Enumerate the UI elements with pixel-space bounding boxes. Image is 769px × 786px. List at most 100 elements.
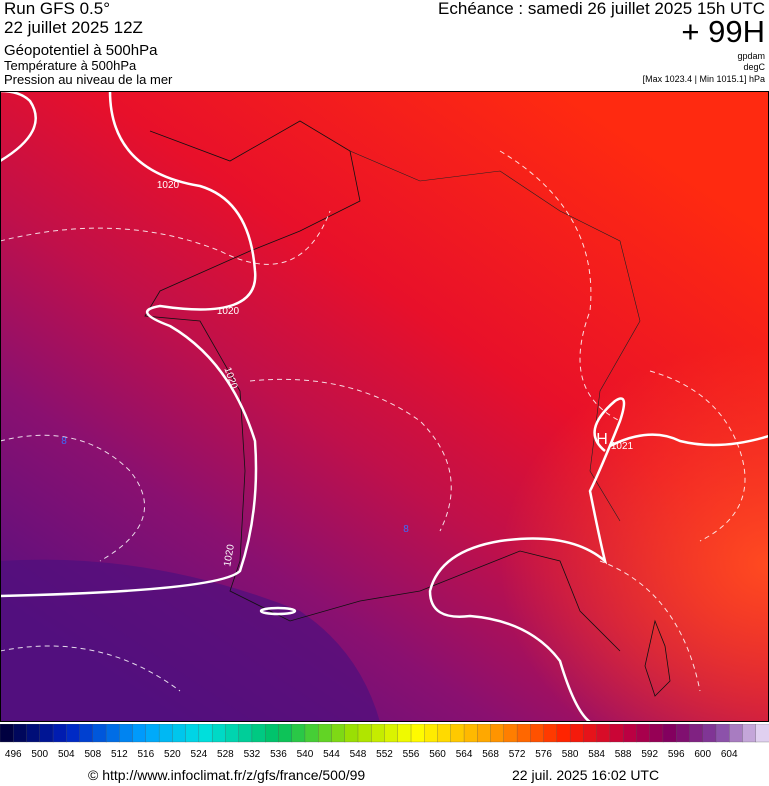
isobar-label: 1020 xyxy=(217,306,240,317)
colorbar-label: 584 xyxy=(588,749,605,760)
colorbar-label: 496 xyxy=(5,749,22,760)
field-label: Température à 500hPa xyxy=(4,58,137,73)
color-swatch xyxy=(729,724,744,743)
temperature-contour xyxy=(249,378,452,532)
color-swatch xyxy=(702,724,717,743)
color-swatch xyxy=(636,724,651,743)
colorbar-label: 520 xyxy=(164,749,181,760)
color-swatch xyxy=(304,724,319,743)
color-swatch xyxy=(344,724,359,743)
color-swatch xyxy=(331,724,346,743)
color-swatch xyxy=(556,724,571,743)
colorbar-label: 580 xyxy=(562,749,579,760)
color-swatch xyxy=(105,724,120,743)
isobar-label: 1020 xyxy=(157,180,180,191)
isobar xyxy=(609,433,769,448)
color-swatch xyxy=(145,724,160,743)
color-swatch xyxy=(397,724,412,743)
color-swatch xyxy=(477,724,492,743)
temperature-contour xyxy=(499,150,621,422)
color-swatch xyxy=(623,724,638,743)
colorbar-label: 508 xyxy=(84,749,101,760)
color-swatch xyxy=(92,724,107,743)
colorbar-label: 560 xyxy=(429,749,446,760)
colorbar-label: 540 xyxy=(297,749,314,760)
generated-time: 22 juil. 2025 16:02 UTC xyxy=(512,767,660,783)
color-swatch xyxy=(742,724,757,743)
temperature-label: 8 xyxy=(403,524,409,535)
color-swatch xyxy=(503,724,518,743)
color-swatch xyxy=(530,724,545,743)
color-swatch xyxy=(198,724,213,743)
color-swatch xyxy=(318,724,333,743)
unit-label: gpdam xyxy=(737,51,765,61)
color-swatch xyxy=(238,724,253,743)
lead-time: + 99H xyxy=(681,14,765,49)
colorbar-label: 504 xyxy=(58,749,75,760)
color-swatch xyxy=(583,724,598,743)
colorbar-label: 552 xyxy=(376,749,393,760)
color-swatch xyxy=(39,724,54,743)
colorbar-label: 532 xyxy=(244,749,261,760)
color-swatch xyxy=(662,724,677,743)
color-swatch xyxy=(291,724,306,743)
temperature-contour xyxy=(599,560,701,692)
isobar-label: 1021 xyxy=(611,441,634,452)
isobar xyxy=(259,606,297,616)
isobar xyxy=(0,91,37,163)
color-swatch xyxy=(676,724,691,743)
color-swatch xyxy=(119,724,134,743)
color-swatch xyxy=(251,724,266,743)
color-swatch xyxy=(79,724,94,743)
colorbar-label: 600 xyxy=(694,749,711,760)
temperature-label: 8 xyxy=(61,436,67,447)
color-swatch xyxy=(172,724,187,743)
color-swatch xyxy=(66,724,81,743)
color-swatch xyxy=(490,724,505,743)
colorbar-label: 576 xyxy=(535,749,552,760)
color-swatch xyxy=(26,724,41,743)
color-swatch xyxy=(384,724,399,743)
temperature-contour xyxy=(0,645,181,692)
pressure-range: [Max 1023.4 | Min 1015.1] hPa xyxy=(642,74,765,84)
colorbar-label: 512 xyxy=(111,749,128,760)
color-swatch xyxy=(516,724,531,743)
color-swatch xyxy=(689,724,704,743)
colorbar-label: 568 xyxy=(482,749,499,760)
temperature-field xyxy=(0,559,380,722)
colorbar-label: 596 xyxy=(668,749,685,760)
color-swatch xyxy=(755,724,769,743)
border xyxy=(349,150,641,522)
colorbar-label: 588 xyxy=(615,749,632,760)
temperature-contour xyxy=(0,210,331,265)
source-link: © http://www.infoclimat.fr/z/gfs/france/… xyxy=(88,767,366,783)
colorbar-label: 524 xyxy=(191,749,208,760)
color-swatch xyxy=(649,724,664,743)
isobar xyxy=(0,91,258,598)
map: 1020 1020 1020 1020 1021 H 8 8 xyxy=(0,91,769,722)
isobar xyxy=(428,397,626,722)
color-swatch xyxy=(596,724,611,743)
colorbar-label: 604 xyxy=(721,749,738,760)
color-swatch xyxy=(185,724,200,743)
colorbar: 496 500 504 508 512 516 520 524 528 532 536 540 544 5… xyxy=(0,724,769,760)
colorbar-label: 544 xyxy=(323,749,340,760)
coastline xyxy=(644,619,671,697)
color-swatch xyxy=(437,724,452,743)
field-label: Géopotentiel à 500hPa xyxy=(4,42,158,59)
temperature-contour xyxy=(649,370,746,542)
color-swatch xyxy=(450,724,465,743)
colorbar-label: 516 xyxy=(138,749,155,760)
unit-label: degC xyxy=(743,62,765,72)
colorbar-label: 536 xyxy=(270,749,287,760)
run-label: Run GFS 0.5° xyxy=(4,0,111,18)
color-swatch xyxy=(715,724,730,743)
color-swatch xyxy=(265,724,280,743)
colorbar-label: 548 xyxy=(350,749,367,760)
color-swatch xyxy=(158,724,174,743)
colorbar-label: 564 xyxy=(456,749,473,760)
colorbar-label: 556 xyxy=(403,749,420,760)
color-swatch xyxy=(609,724,624,743)
color-swatch xyxy=(463,724,478,743)
